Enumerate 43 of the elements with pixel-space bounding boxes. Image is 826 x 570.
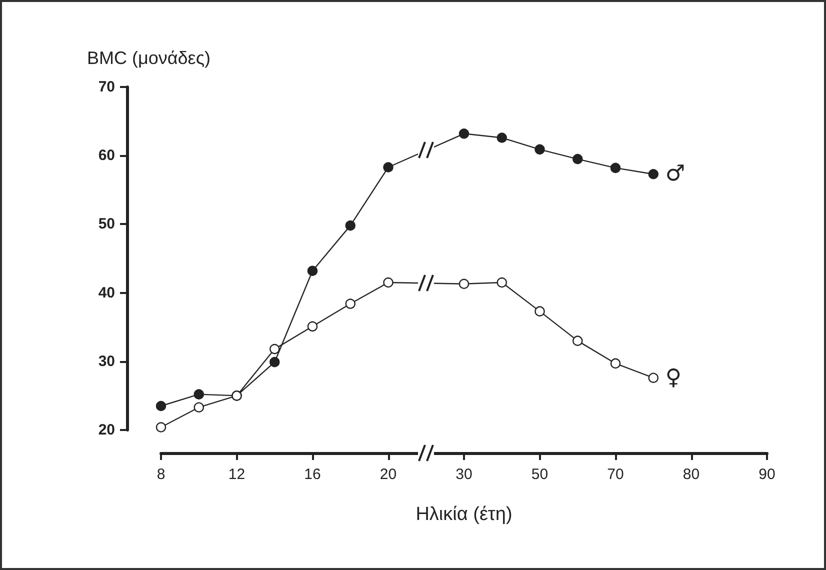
- x-tick-label: 80: [682, 466, 700, 483]
- point: [648, 169, 658, 180]
- point: [496, 132, 507, 143]
- point: [458, 278, 470, 289]
- x-tick-label: 20: [380, 466, 397, 483]
- point: [534, 144, 545, 155]
- y-tick-label: 30: [98, 352, 115, 370]
- point: [307, 266, 318, 276]
- y-tick-label: 60: [98, 147, 115, 164]
- x-axis-title: Ηλικία (έτη): [416, 504, 512, 525]
- point: [345, 298, 356, 309]
- point: [270, 344, 280, 354]
- x-tick-label: 90: [758, 466, 776, 483]
- point: [156, 400, 166, 412]
- x-tick-label: 50: [531, 466, 548, 483]
- y-tick-label: 50: [98, 216, 115, 233]
- x-tick-label: 8: [156, 466, 166, 483]
- y-tick-label: 40: [98, 284, 115, 302]
- point: [572, 154, 583, 164]
- point: [345, 220, 356, 231]
- point: [156, 422, 166, 432]
- point: [610, 162, 621, 174]
- point: [194, 402, 204, 412]
- x-tick-label: 70: [607, 466, 624, 483]
- point: [383, 277, 394, 288]
- point: [572, 336, 583, 346]
- x-tick-label: 12: [228, 466, 246, 483]
- point: [496, 277, 507, 288]
- y-axis-title: BMC (μονάδες): [87, 48, 210, 68]
- point: [194, 389, 204, 400]
- point: [534, 306, 545, 316]
- series-label: ♀: [665, 365, 682, 390]
- point: [648, 372, 658, 383]
- point: [383, 162, 394, 172]
- x-tick-label: 30: [456, 466, 472, 483]
- y-tick-label: 20: [98, 422, 115, 438]
- y-tick-label: 70: [98, 78, 115, 96]
- point: [307, 321, 318, 332]
- series-label: ♂: [665, 162, 686, 187]
- x-tick-label: 16: [304, 466, 321, 483]
- point: [610, 358, 621, 369]
- point: [458, 128, 470, 139]
- point: [270, 356, 280, 368]
